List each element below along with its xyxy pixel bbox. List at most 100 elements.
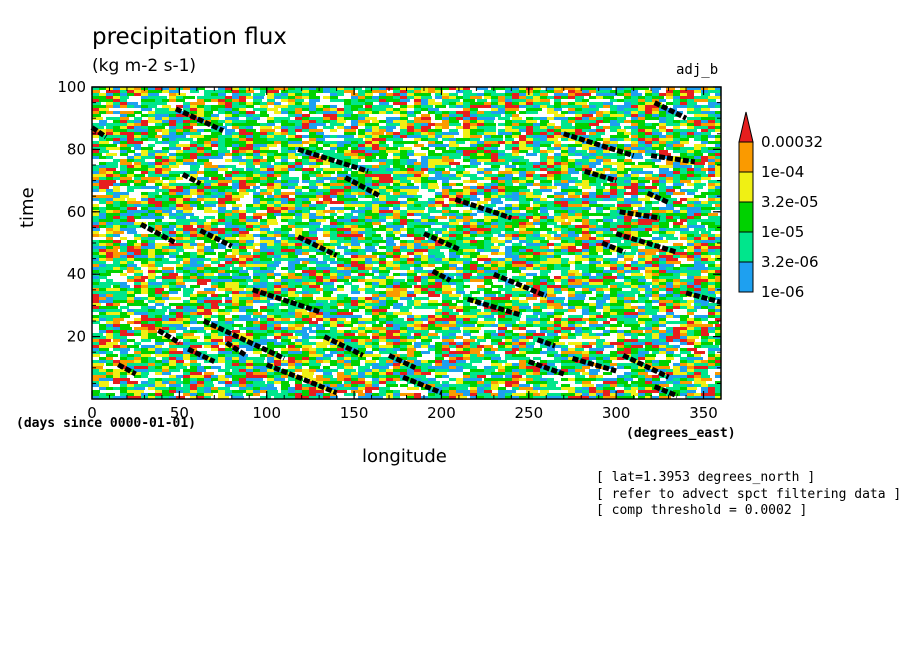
field-cell — [505, 228, 514, 231]
field-cell — [239, 153, 251, 156]
field-cell — [176, 111, 187, 114]
field-cell — [386, 282, 393, 285]
field-cell — [505, 267, 517, 270]
field-cell — [106, 177, 118, 180]
field-cell — [596, 246, 607, 249]
field-cell — [540, 96, 549, 99]
field-cell — [225, 270, 234, 273]
field-cell — [372, 252, 384, 255]
field-cell — [673, 120, 682, 123]
field-cell — [701, 231, 711, 234]
field-cell — [134, 279, 145, 282]
field-cell — [99, 189, 106, 192]
field-cell — [239, 216, 248, 219]
field-cell — [449, 156, 461, 159]
field-cell — [470, 189, 478, 192]
field-cell — [99, 141, 109, 144]
field-cell — [666, 186, 677, 189]
field-cell — [715, 90, 721, 93]
field-cell — [421, 180, 433, 183]
field-cell — [561, 252, 573, 255]
field-cell — [99, 111, 106, 114]
field-cell — [694, 96, 703, 99]
field-cell — [505, 255, 514, 258]
field-cell — [554, 264, 564, 267]
field-cell — [575, 108, 585, 111]
field-cell — [519, 99, 529, 102]
field-cell — [162, 189, 173, 192]
field-cell — [162, 117, 173, 120]
field-cell — [239, 99, 246, 102]
field-cell — [330, 189, 339, 192]
field-cell — [99, 99, 110, 102]
field-cell — [526, 264, 534, 267]
field-cell — [505, 90, 516, 93]
field-cell — [547, 255, 559, 258]
field-cell — [582, 288, 594, 291]
field-cell — [512, 171, 521, 174]
field-cell — [183, 153, 192, 156]
field-cell — [701, 138, 708, 141]
field-cell — [512, 105, 521, 108]
field-cell — [225, 258, 237, 261]
field-cell — [106, 288, 115, 291]
field-cell — [526, 273, 537, 276]
field-cell — [610, 237, 619, 240]
field-cell — [603, 90, 612, 93]
field-cell — [267, 198, 275, 201]
field-cell — [547, 237, 555, 240]
field-cell — [708, 237, 715, 240]
field-cell — [421, 291, 433, 294]
field-cell — [414, 108, 426, 111]
field-cell — [652, 270, 662, 273]
field-cell — [316, 288, 327, 291]
field-cell — [211, 150, 219, 153]
field-cell — [281, 273, 292, 276]
field-cell — [358, 129, 370, 132]
field-cell — [456, 183, 463, 186]
field-cell — [155, 135, 167, 138]
field-cell — [106, 237, 113, 240]
field-cell — [351, 258, 363, 261]
field-cell — [540, 177, 552, 180]
field-cell — [246, 204, 253, 207]
field-cell — [260, 213, 272, 216]
field-cell — [127, 279, 134, 282]
field-cell — [379, 180, 389, 183]
field-cell — [694, 288, 701, 291]
field-cell — [344, 150, 354, 153]
field-cell — [554, 210, 562, 213]
field-cell — [638, 255, 650, 258]
field-cell — [610, 267, 618, 270]
field-cell — [547, 165, 557, 168]
field-cell — [386, 150, 394, 153]
field-cell — [407, 282, 417, 285]
field-cell — [218, 273, 230, 276]
field-cell — [246, 264, 257, 267]
field-cell — [694, 147, 705, 150]
field-cell — [204, 291, 215, 294]
field-cell — [449, 243, 456, 246]
field-cell — [638, 120, 645, 123]
field-cell — [288, 240, 297, 243]
field-cell — [491, 252, 501, 255]
field-cell — [456, 195, 466, 198]
field-cell — [624, 264, 631, 267]
field-cell — [687, 150, 699, 153]
field-cell — [645, 234, 652, 237]
field-cell — [624, 276, 635, 279]
field-cell — [596, 225, 604, 228]
field-cell — [470, 129, 481, 132]
field-cell — [547, 138, 558, 141]
field-cell — [120, 141, 127, 144]
field-cell — [92, 240, 104, 243]
field-cell — [652, 267, 660, 270]
field-cell — [393, 210, 404, 213]
field-cell — [533, 216, 545, 219]
field-cell — [407, 114, 416, 117]
field-cell — [134, 90, 142, 93]
field-cell — [533, 240, 545, 243]
field-cell — [652, 114, 661, 117]
field-cell — [302, 114, 310, 117]
field-cell — [498, 93, 509, 96]
